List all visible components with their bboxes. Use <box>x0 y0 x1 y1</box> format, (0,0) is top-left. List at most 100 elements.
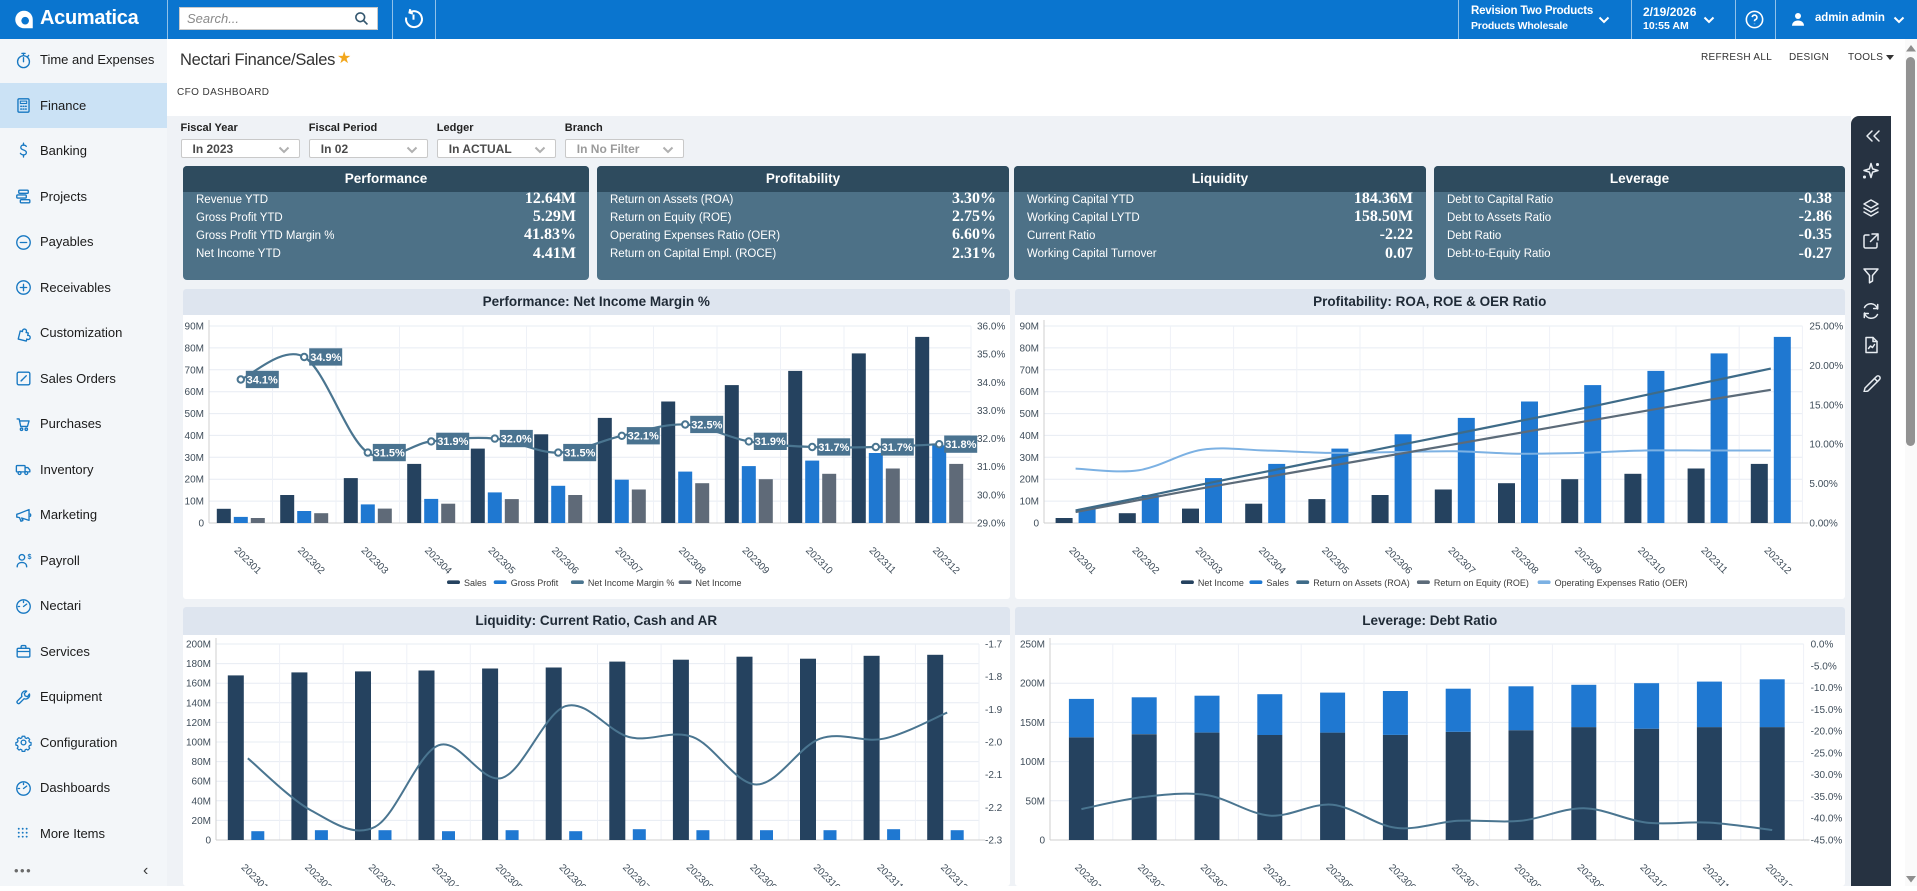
svg-text:Net Income Margin %: Net Income Margin % <box>588 578 675 588</box>
svg-text:30M: 30M <box>185 452 204 463</box>
svg-text:202310: 202310 <box>811 862 843 886</box>
svg-text:202305: 202305 <box>1323 862 1355 886</box>
svg-text:180M: 180M <box>186 659 211 670</box>
svg-text:202302: 202302 <box>1135 862 1167 886</box>
svg-text:10M: 10M <box>1019 496 1038 507</box>
svg-text:202308: 202308 <box>1508 545 1540 577</box>
svg-text:-1.8: -1.8 <box>985 672 1003 683</box>
svg-text:202308: 202308 <box>684 862 716 886</box>
svg-text:202304: 202304 <box>429 862 461 886</box>
svg-text:60M: 60M <box>1019 387 1038 398</box>
svg-text:202312: 202312 <box>938 862 970 886</box>
svg-text:29.0%: 29.0% <box>977 518 1005 529</box>
svg-text:Return on Equity (ROE): Return on Equity (ROE) <box>1433 578 1528 588</box>
svg-text:20M: 20M <box>1019 474 1038 485</box>
svg-text:36.0%: 36.0% <box>977 321 1005 332</box>
svg-text:-2.2: -2.2 <box>985 803 1003 814</box>
svg-text:30M: 30M <box>1019 452 1038 463</box>
svg-text:Net Income: Net Income <box>1197 578 1243 588</box>
svg-text:70M: 70M <box>185 365 204 376</box>
svg-text:60M: 60M <box>185 387 204 398</box>
svg-text:Net Income: Net Income <box>696 578 742 588</box>
svg-text:Gross Profit: Gross Profit <box>511 578 559 588</box>
svg-text:202310: 202310 <box>803 545 835 577</box>
svg-text:202308: 202308 <box>676 545 708 577</box>
svg-text:80M: 80M <box>185 343 204 354</box>
svg-text:202310: 202310 <box>1635 545 1667 577</box>
svg-text:140M: 140M <box>186 698 211 709</box>
svg-text:202312: 202312 <box>1763 862 1795 886</box>
svg-text:Return on Assets (ROA): Return on Assets (ROA) <box>1313 578 1410 588</box>
svg-text:-45.0%: -45.0% <box>1810 836 1842 847</box>
svg-text:50M: 50M <box>1025 796 1044 807</box>
svg-text:202301: 202301 <box>232 545 264 577</box>
svg-text:0: 0 <box>198 518 204 529</box>
svg-text:202307: 202307 <box>620 862 652 886</box>
svg-text:202309: 202309 <box>740 545 772 577</box>
svg-text:20M: 20M <box>185 474 204 485</box>
svg-text:-30.0%: -30.0% <box>1810 770 1842 781</box>
svg-text:202307: 202307 <box>1445 545 1477 577</box>
svg-text:34.1%: 34.1% <box>247 374 278 386</box>
svg-text:40M: 40M <box>192 796 211 807</box>
svg-text:202306: 202306 <box>549 545 581 577</box>
svg-text:0.00%: 0.00% <box>1809 518 1837 529</box>
svg-text:202311: 202311 <box>1700 862 1731 886</box>
svg-text:70M: 70M <box>1019 365 1038 376</box>
svg-text:Sales: Sales <box>464 578 487 588</box>
svg-text:Sales: Sales <box>1266 578 1289 588</box>
svg-text:$: $ <box>27 553 31 561</box>
svg-text:202309: 202309 <box>747 862 779 886</box>
svg-text:30.0%: 30.0% <box>977 490 1005 501</box>
svg-text:202307: 202307 <box>613 545 645 577</box>
svg-text:202308: 202308 <box>1511 862 1543 886</box>
svg-text:202306: 202306 <box>557 862 589 886</box>
svg-text:-2.1: -2.1 <box>985 770 1003 781</box>
svg-text:31.9%: 31.9% <box>437 436 468 448</box>
svg-text:-2.0: -2.0 <box>985 738 1003 749</box>
svg-text:80M: 80M <box>192 757 211 768</box>
svg-text:202303: 202303 <box>1192 545 1224 577</box>
svg-text:202303: 202303 <box>359 545 391 577</box>
svg-text:202305: 202305 <box>486 545 518 577</box>
svg-text:202310: 202310 <box>1637 862 1669 886</box>
svg-text:202304: 202304 <box>422 545 454 577</box>
svg-text:200M: 200M <box>186 640 211 651</box>
svg-text:-40.0%: -40.0% <box>1810 814 1842 825</box>
svg-text:100M: 100M <box>1019 757 1044 768</box>
svg-text:31.0%: 31.0% <box>977 462 1005 473</box>
svg-text:-15.0%: -15.0% <box>1810 705 1842 716</box>
svg-text:202305: 202305 <box>493 862 525 886</box>
svg-text:40M: 40M <box>1019 430 1038 441</box>
svg-text:202306: 202306 <box>1386 862 1418 886</box>
svg-text:-2.3: -2.3 <box>985 836 1003 847</box>
svg-text:31.7%: 31.7% <box>818 441 849 453</box>
svg-text:32.5%: 32.5% <box>691 419 722 431</box>
svg-text:250M: 250M <box>1019 640 1044 651</box>
svg-text:10.00%: 10.00% <box>1809 439 1843 450</box>
svg-text:32.1%: 32.1% <box>628 430 659 442</box>
svg-text:202305: 202305 <box>1319 545 1351 577</box>
svg-text:202304: 202304 <box>1256 545 1288 577</box>
svg-text:202302: 202302 <box>302 862 334 886</box>
svg-text:32.0%: 32.0% <box>501 433 532 445</box>
svg-text:150M: 150M <box>1019 718 1044 729</box>
svg-text:35.0%: 35.0% <box>977 349 1005 360</box>
svg-text:-35.0%: -35.0% <box>1810 792 1842 803</box>
svg-text:-1.7: -1.7 <box>985 640 1003 651</box>
svg-text:202312: 202312 <box>1761 545 1793 577</box>
svg-text:10M: 10M <box>185 496 204 507</box>
svg-text:202309: 202309 <box>1574 862 1606 886</box>
svg-text:0: 0 <box>1033 518 1039 529</box>
svg-text:202303: 202303 <box>1197 862 1229 886</box>
svg-text:-1.9: -1.9 <box>985 705 1003 716</box>
svg-text:60M: 60M <box>192 777 211 788</box>
svg-text:34.9%: 34.9% <box>310 351 341 363</box>
svg-text:5.00%: 5.00% <box>1809 479 1837 490</box>
svg-text:202311: 202311 <box>867 545 898 576</box>
svg-text:31.5%: 31.5% <box>374 447 405 459</box>
svg-text:Operating Expenses Ratio (OER): Operating Expenses Ratio (OER) <box>1554 578 1687 588</box>
svg-text:200M: 200M <box>1019 679 1044 690</box>
svg-text:-25.0%: -25.0% <box>1810 748 1842 759</box>
svg-text:202304: 202304 <box>1260 862 1292 886</box>
